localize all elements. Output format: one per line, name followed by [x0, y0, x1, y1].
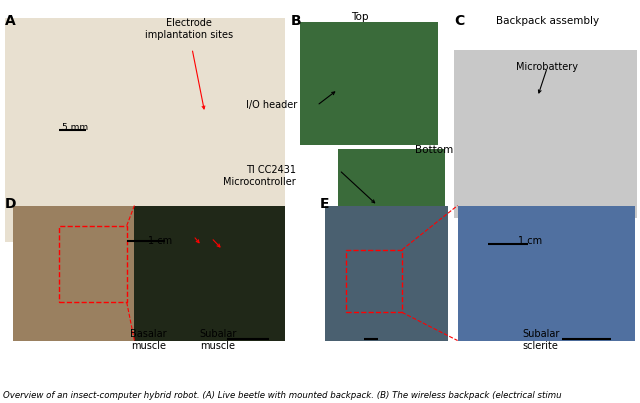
Text: Subalar
muscle: Subalar muscle — [199, 329, 236, 351]
Text: 1 cm: 1 cm — [148, 236, 172, 246]
Text: A: A — [5, 14, 16, 28]
Text: B: B — [291, 14, 302, 28]
Bar — [300, 22, 438, 145]
Text: I/O header: I/O header — [246, 100, 298, 110]
Bar — [325, 206, 448, 341]
Bar — [346, 250, 402, 312]
Bar — [13, 206, 144, 341]
Text: Subalar
sclerite: Subalar sclerite — [522, 329, 559, 351]
Bar — [134, 206, 285, 341]
Text: Microbattery: Microbattery — [516, 62, 578, 73]
Text: D: D — [5, 197, 17, 212]
Bar — [458, 206, 635, 341]
Text: C: C — [454, 14, 465, 28]
Text: Bottom: Bottom — [415, 145, 453, 155]
Text: Electrode
implantation sites: Electrode implantation sites — [145, 18, 233, 40]
Bar — [5, 18, 285, 242]
Text: 1 cm: 1 cm — [518, 236, 542, 246]
Text: E: E — [320, 197, 330, 212]
Bar — [454, 50, 637, 218]
Text: Overview of an insect-computer hybrid robot. (A) Live beetle with mounted backpa: Overview of an insect-computer hybrid ro… — [3, 391, 562, 400]
Text: Top: Top — [351, 12, 369, 22]
Bar — [338, 149, 445, 254]
Text: Backpack assembly: Backpack assembly — [495, 16, 599, 26]
Text: TI CC2431
Microcontroller: TI CC2431 Microcontroller — [223, 165, 296, 187]
Bar — [59, 226, 127, 302]
Text: 5 mm: 5 mm — [62, 123, 88, 132]
Text: Basalar
muscle: Basalar muscle — [130, 329, 167, 351]
